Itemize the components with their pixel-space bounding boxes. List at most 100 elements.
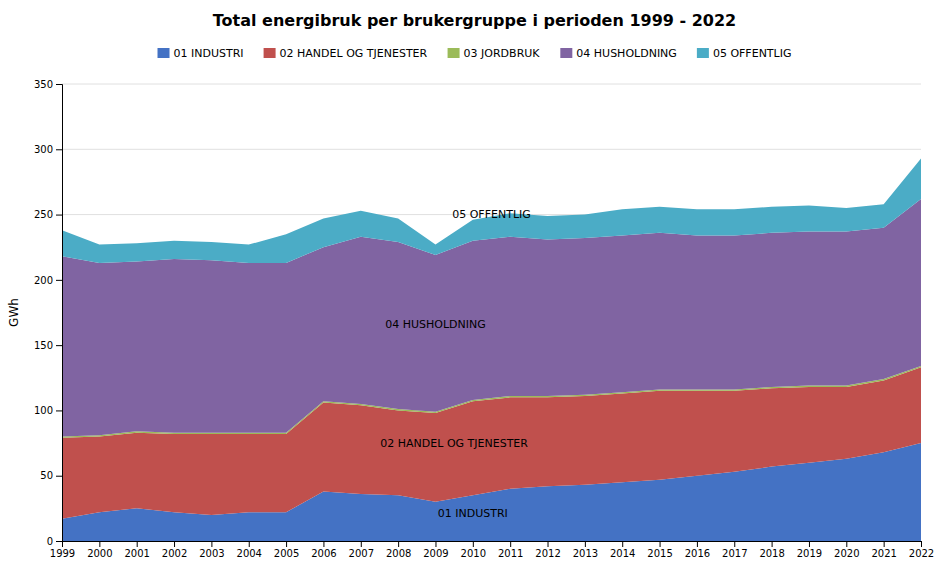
x-tick: 2008	[386, 541, 411, 559]
x-tick: 2000	[87, 541, 112, 559]
y-tick-mark	[56, 541, 62, 542]
x-tick: 2018	[759, 541, 784, 559]
legend-item: 03 JORDBRUK	[448, 47, 541, 60]
x-tick-mark	[660, 541, 661, 547]
x-tick-label: 2013	[573, 548, 598, 559]
x-tick-mark	[435, 541, 436, 547]
x-tick-mark	[734, 541, 735, 547]
x-tick-label: 2004	[237, 548, 262, 559]
plot: 1999200020012002200320042005200620072008…	[34, 79, 934, 559]
x-tick-label: 1999	[50, 548, 75, 559]
x-tick: 2012	[535, 541, 560, 559]
y-tick: 150	[34, 340, 62, 351]
y-tick-mark	[56, 280, 62, 281]
legend-item: 05 OFFENTLIG	[697, 47, 792, 60]
y-tick-label: 100	[34, 405, 53, 416]
x-tick: 1999	[50, 541, 75, 559]
x-tick: 2004	[237, 541, 262, 559]
x-tick-label: 2010	[461, 548, 486, 559]
x-tick-label: 2015	[647, 548, 672, 559]
x-tick-mark	[473, 541, 474, 547]
x-tick-mark	[921, 541, 922, 547]
x-tick: 2001	[124, 541, 149, 559]
y-tick-mark	[56, 84, 62, 85]
legend-item: 02 HANDEL OG TJENESTER	[264, 47, 428, 60]
x-tick: 2006	[311, 541, 336, 559]
x-tick-label: 2019	[797, 548, 822, 559]
y-tick-mark	[56, 410, 62, 411]
y-tick-label: 150	[34, 340, 53, 351]
x-tick-mark	[809, 541, 810, 547]
legend-label: 05 OFFENTLIG	[713, 47, 792, 60]
y-axis: 0 50 100 150 200 250 300 350	[34, 79, 63, 547]
x-tick-label: 2018	[759, 548, 784, 559]
x-tick: 2022	[909, 541, 934, 559]
annotations: 01 INDUSTRI02 HANDEL OG TJENESTER04 HUSH…	[380, 208, 530, 520]
legend-label: 04 HUSHOLDNING	[576, 47, 677, 60]
y-tick-label: 50	[40, 470, 53, 481]
annotation: 04 HUSHOLDNING	[385, 318, 486, 331]
y-tick-label: 350	[34, 79, 53, 90]
y-tick: 250	[34, 209, 62, 220]
x-tick-label: 2003	[199, 548, 224, 559]
legend-swatch	[158, 48, 170, 58]
x-tick-mark	[697, 541, 698, 547]
legend-swatch	[264, 48, 276, 58]
y-tick-label: 0	[47, 536, 53, 547]
y-tick-label: 300	[34, 144, 53, 155]
legend-item: 04 HUSHOLDNING	[560, 47, 677, 60]
x-tick-label: 2022	[909, 548, 934, 559]
y-tick-label: 200	[34, 275, 53, 286]
x-tick-label: 2014	[610, 548, 635, 559]
x-tick-mark	[286, 541, 287, 547]
x-tick-label: 2017	[722, 548, 747, 559]
legend-item: 01 INDUSTRI	[158, 47, 244, 60]
grid-line	[62, 149, 921, 150]
x-tick: 2005	[274, 541, 299, 559]
x-tick-mark	[585, 541, 586, 547]
legend-label: 02 HANDEL OG TJENESTER	[280, 47, 428, 60]
x-tick-mark	[884, 541, 885, 547]
x-tick: 2015	[647, 541, 672, 559]
y-tick-mark	[56, 215, 62, 216]
y-tick: 50	[40, 470, 62, 481]
x-tick: 2009	[423, 541, 448, 559]
y-tick-label: 250	[34, 209, 53, 220]
y-tick: 300	[34, 144, 62, 155]
legend-label: 01 INDUSTRI	[174, 47, 244, 60]
x-tick-mark	[846, 541, 847, 547]
x-tick-label: 2001	[124, 548, 149, 559]
x-tick-label: 2016	[685, 548, 710, 559]
x-tick-label: 2020	[834, 548, 859, 559]
y-tick: 0	[47, 536, 62, 547]
x-tick: 2003	[199, 541, 224, 559]
legend: 01 INDUSTRI 02 HANDEL OG TJENESTER 03 JORD…	[158, 47, 792, 60]
area	[62, 158, 921, 262]
legend-swatch	[448, 48, 460, 58]
title: Total energibruk per brukergruppe i peri…	[213, 11, 737, 30]
x-tick-mark	[211, 541, 212, 547]
y-tick: 100	[34, 405, 62, 416]
x-tick-mark	[174, 541, 175, 547]
x-axis: 1999 2000 2001 2002 2003 2004 2005 2006 2007 2008…	[50, 541, 934, 559]
x-tick-mark	[772, 541, 773, 547]
y-tick: 200	[34, 275, 62, 286]
grid	[62, 84, 921, 541]
x-tick-mark	[510, 541, 511, 547]
x-tick-mark	[622, 541, 623, 547]
legend-swatch	[560, 48, 572, 58]
legend-label: 03 JORDBRUK	[464, 47, 541, 60]
annotation: 01 INDUSTRI	[438, 507, 508, 520]
x-tick-mark	[548, 541, 549, 547]
x-tick-label: 2011	[498, 548, 523, 559]
x-tick-label: 2021	[871, 548, 896, 559]
x-tick-mark	[99, 541, 100, 547]
y-tick-mark	[56, 345, 62, 346]
x-tick-mark	[361, 541, 362, 547]
x-tick: 2020	[834, 541, 859, 559]
x-tick: 2013	[573, 541, 598, 559]
x-tick: 2007	[349, 541, 374, 559]
y-tick: 350	[34, 79, 62, 90]
x-tick: 2011	[498, 541, 523, 559]
x-tick-label: 2002	[162, 548, 187, 559]
